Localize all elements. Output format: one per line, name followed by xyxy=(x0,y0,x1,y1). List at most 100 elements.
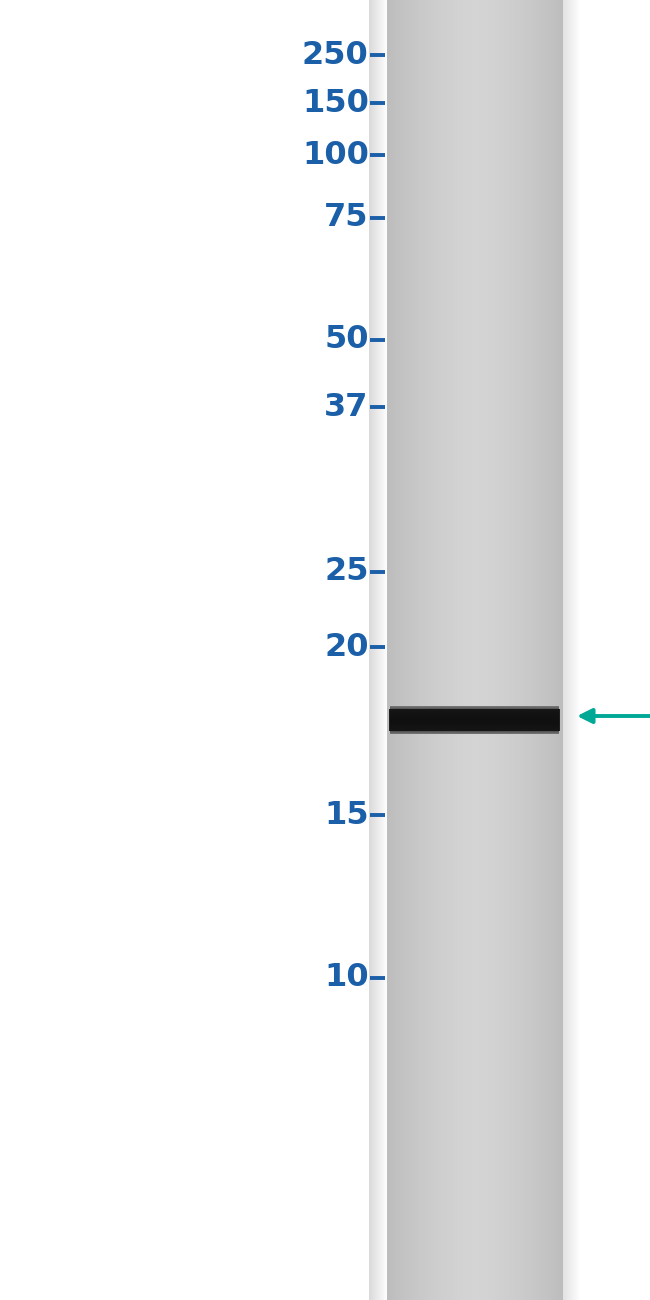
Bar xyxy=(395,0,398,1300)
Bar xyxy=(374,0,375,1300)
Bar xyxy=(379,0,380,1300)
Bar xyxy=(406,0,408,1300)
Bar xyxy=(384,0,385,1300)
Bar xyxy=(504,0,506,1300)
Bar xyxy=(505,0,507,1300)
Bar xyxy=(439,0,441,1300)
Bar xyxy=(447,0,448,1300)
Bar xyxy=(411,0,413,1300)
Bar xyxy=(380,0,381,1300)
Bar xyxy=(415,0,417,1300)
Bar xyxy=(578,0,579,1300)
Bar xyxy=(445,0,447,1300)
Bar xyxy=(425,0,427,1300)
Bar xyxy=(569,0,570,1300)
Bar xyxy=(545,0,547,1300)
Text: 10: 10 xyxy=(324,962,369,993)
Bar xyxy=(393,0,395,1300)
Bar xyxy=(530,0,532,1300)
Bar xyxy=(556,0,558,1300)
Bar xyxy=(512,0,515,1300)
Bar xyxy=(549,0,551,1300)
Bar xyxy=(423,0,425,1300)
Bar xyxy=(491,0,493,1300)
Bar xyxy=(378,0,379,1300)
Bar xyxy=(520,0,522,1300)
Bar xyxy=(552,0,554,1300)
Bar xyxy=(476,0,478,1300)
Bar xyxy=(403,0,405,1300)
Bar xyxy=(485,0,487,1300)
Bar xyxy=(462,0,463,1300)
Bar xyxy=(559,0,562,1300)
Bar xyxy=(410,0,412,1300)
Bar xyxy=(369,0,370,1300)
Bar xyxy=(564,0,566,1300)
Bar xyxy=(381,0,382,1300)
Bar xyxy=(561,0,563,1300)
Bar xyxy=(547,0,550,1300)
Bar xyxy=(510,0,512,1300)
Bar xyxy=(404,0,406,1300)
Bar xyxy=(444,0,446,1300)
Bar xyxy=(434,0,436,1300)
Text: 15: 15 xyxy=(324,800,369,831)
Bar xyxy=(558,0,560,1300)
Bar xyxy=(482,0,484,1300)
Bar xyxy=(428,0,430,1300)
Bar xyxy=(451,0,453,1300)
Bar xyxy=(397,0,399,1300)
Bar xyxy=(570,0,571,1300)
Bar xyxy=(500,0,503,1300)
Bar xyxy=(472,0,474,1300)
Bar xyxy=(566,0,567,1300)
Bar xyxy=(477,0,480,1300)
Bar xyxy=(572,0,573,1300)
Bar xyxy=(507,0,509,1300)
Bar xyxy=(546,0,548,1300)
Bar xyxy=(562,0,564,1300)
Bar xyxy=(416,0,418,1300)
Bar xyxy=(469,0,471,1300)
Bar xyxy=(574,0,575,1300)
Bar xyxy=(421,0,422,1300)
Bar xyxy=(463,0,465,1300)
Bar xyxy=(571,0,572,1300)
Bar xyxy=(460,0,462,1300)
Text: 20: 20 xyxy=(324,632,369,663)
Bar xyxy=(370,0,372,1300)
Text: 75: 75 xyxy=(324,203,369,234)
Bar xyxy=(387,0,389,1300)
Bar xyxy=(456,0,458,1300)
Bar xyxy=(534,0,536,1300)
Bar xyxy=(488,0,489,1300)
Bar xyxy=(394,0,396,1300)
Bar xyxy=(577,0,578,1300)
Bar xyxy=(432,0,434,1300)
Bar xyxy=(483,0,486,1300)
Bar xyxy=(533,0,535,1300)
Bar xyxy=(382,0,383,1300)
Bar xyxy=(376,0,377,1300)
Bar xyxy=(437,0,439,1300)
Bar xyxy=(474,0,476,1300)
Bar xyxy=(402,0,404,1300)
Bar xyxy=(400,0,402,1300)
Text: 25: 25 xyxy=(324,556,369,588)
Bar xyxy=(398,0,400,1300)
Text: 150: 150 xyxy=(302,87,369,118)
Bar xyxy=(464,0,466,1300)
Bar xyxy=(523,0,525,1300)
Bar xyxy=(438,0,440,1300)
Bar xyxy=(429,0,431,1300)
Bar xyxy=(486,0,488,1300)
Text: 50: 50 xyxy=(324,325,369,355)
Bar xyxy=(495,0,497,1300)
Bar xyxy=(539,0,541,1300)
Bar xyxy=(532,0,534,1300)
Text: 250: 250 xyxy=(302,39,369,70)
Bar xyxy=(508,0,510,1300)
Bar xyxy=(454,0,456,1300)
Bar xyxy=(390,0,392,1300)
Bar xyxy=(441,0,443,1300)
